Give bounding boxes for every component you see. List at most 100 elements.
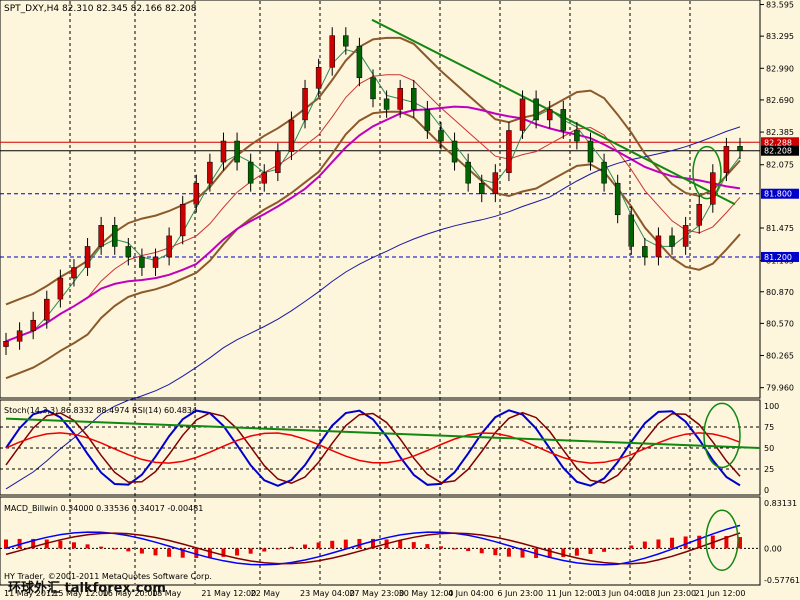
- price-tick-label: 83.295: [766, 32, 794, 41]
- candle-body: [288, 119, 295, 152]
- candle-body: [696, 204, 702, 226]
- rsi-line: [5, 432, 741, 464]
- candle-body: [329, 35, 335, 68]
- candle-body: [492, 172, 499, 194]
- candle-body: [16, 330, 23, 342]
- macd-lines: [0, 509, 760, 571]
- time-label: 18 May: [152, 589, 182, 598]
- macd-hist-bar: [493, 548, 498, 556]
- stoch-highlight-circle: [703, 402, 741, 469]
- candle-body: [152, 256, 159, 268]
- macd-hist-bar: [615, 548, 620, 550]
- macd-tick-label: 0.00: [764, 544, 782, 553]
- stoch-k-line: [5, 409, 741, 487]
- price-tick-label: 82.075: [766, 161, 794, 170]
- time-label: 13 Jun 04:00: [596, 589, 647, 598]
- price-tag-label: 82.288: [764, 138, 792, 147]
- stoch-axis: 100 75 50 25 0: [764, 402, 779, 495]
- macd-hist-bar: [153, 548, 158, 556]
- time-label: 27 May 23:00: [349, 589, 404, 598]
- candle-body: [546, 109, 553, 121]
- macd-hist-bar: [697, 535, 702, 549]
- macd-hist-bar: [398, 540, 403, 549]
- candle-body: [424, 109, 431, 131]
- macd-hist-bar: [520, 548, 525, 558]
- candle-body: [166, 235, 172, 258]
- macd-hist-bar: [235, 548, 240, 556]
- macd-hist-bar: [602, 548, 607, 552]
- macd-hist-bar: [479, 548, 484, 554]
- candle-body: [723, 146, 730, 173]
- macd-hist-bar: [330, 540, 335, 549]
- macd-hist-bar: [438, 546, 443, 549]
- macd-header: MACD_Billwin 0.34000 0.33536 0.34017 -0.…: [4, 504, 203, 513]
- macd-hist-bar: [71, 542, 76, 549]
- candle-body: [179, 204, 186, 237]
- candle-body: [655, 235, 662, 258]
- candle-body: [710, 172, 716, 205]
- stoch-tick-label: 50: [764, 444, 774, 453]
- macd-hist-bar: [303, 544, 308, 549]
- ma-slow: [5, 105, 741, 343]
- macd-hist-bar: [357, 538, 362, 549]
- stoch-tick-label: 25: [764, 465, 774, 474]
- macd-hist-bar: [112, 548, 117, 550]
- time-label: 4 Jun 04:00: [448, 589, 494, 598]
- candle-body: [220, 140, 227, 163]
- candle-body: [302, 88, 308, 121]
- candle-body: [356, 45, 363, 79]
- macd-hist-bar: [670, 537, 675, 549]
- price-tick-label: 82.690: [766, 96, 794, 105]
- candle-body: [261, 172, 268, 184]
- symbol-header: SPT_DXY,H4 82.310 82.345 82.166 82.208: [4, 4, 197, 14]
- vertical-gridlines: [69, 1, 691, 584]
- price-tick-label: 79.960: [766, 384, 794, 393]
- macd-hist-bar: [275, 548, 280, 550]
- macd-signal-line: [5, 532, 741, 565]
- candle-body: [642, 246, 648, 258]
- candle-body: [533, 98, 539, 121]
- watermark: 环球外汇 talkforex.com: [8, 580, 166, 596]
- macd-hist-bar: [31, 538, 36, 549]
- stoch-tick-label: 100: [764, 402, 779, 411]
- candle-body: [207, 161, 213, 184]
- candle-body: [71, 267, 77, 279]
- candle-body: [3, 341, 9, 347]
- candle-body: [383, 98, 390, 110]
- candle-body: [275, 151, 281, 173]
- price-tick-label: 80.265: [766, 352, 794, 361]
- macd-axis: 0.83131 0.00 -0.57761: [764, 499, 800, 585]
- candle-body: [44, 298, 50, 321]
- footer-copyright: HY Trader, ©2001-2011 MetaQuotes Softwar…: [4, 572, 212, 581]
- candle-body: [465, 161, 471, 184]
- candle-body: [614, 182, 621, 216]
- macd-tick-label: -0.57761: [764, 576, 800, 585]
- macd-hist-bar: [371, 538, 375, 549]
- candle-body: [139, 256, 145, 268]
- macd-hist-bar: [547, 548, 552, 558]
- macd-hist-bar: [99, 546, 104, 549]
- macd-hist-bar: [574, 548, 579, 556]
- trendline: [371, 18, 736, 206]
- time-label: 30 May 12:00: [399, 589, 454, 598]
- macd-hist-bar: [58, 540, 63, 549]
- macd-hist-bar: [194, 548, 199, 559]
- candle-body: [478, 182, 485, 194]
- macd-hist-bar: [642, 541, 647, 549]
- candle-body: [397, 88, 403, 110]
- time-label: 6 Jun 23:00: [497, 589, 543, 598]
- macd-hist-bar: [588, 548, 593, 554]
- candle-body: [669, 235, 675, 247]
- time-label: 18 Jun 23:00: [645, 589, 696, 598]
- macd-hist-bar: [629, 545, 634, 549]
- candle-body: [57, 277, 64, 300]
- macd-hist-bar: [425, 544, 430, 549]
- macd-hist-bar: [506, 548, 511, 557]
- macd-hist-bar: [167, 548, 172, 557]
- candle-body: [560, 109, 567, 131]
- macd-hist-bar: [452, 548, 457, 550]
- price-tick-label: 83.595: [766, 1, 794, 10]
- macd-hist-bar: [221, 548, 226, 557]
